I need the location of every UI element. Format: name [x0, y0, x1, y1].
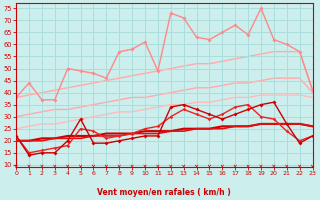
- X-axis label: Vent moyen/en rafales ( km/h ): Vent moyen/en rafales ( km/h ): [98, 188, 231, 197]
